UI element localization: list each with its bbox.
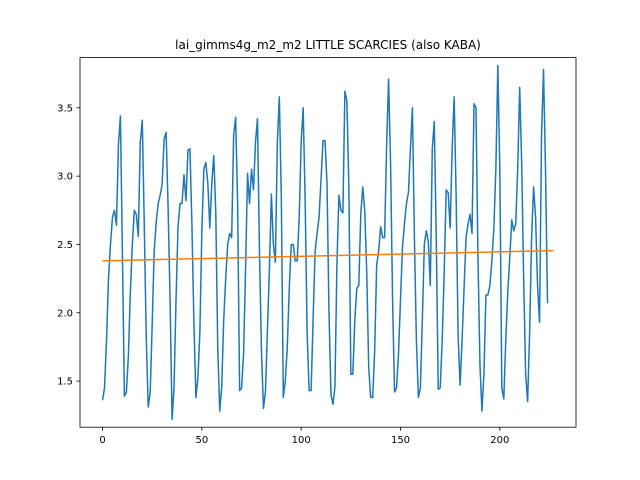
x-tick-label: 150 — [391, 435, 410, 446]
y-axis-ticks: 1.5 2.0 2.5 3.0 3.5 — [57, 103, 80, 388]
y-tick-label: 2.5 — [57, 240, 73, 251]
series-line-lai — [101, 64, 549, 421]
y-tick-label: 3.5 — [57, 103, 73, 114]
x-axis-ticks: 0 50 100 150 200 — [99, 427, 509, 446]
y-tick-label: 1.5 — [57, 377, 73, 388]
y-tick-label: 2.0 — [57, 308, 73, 319]
series-layer — [101, 64, 554, 421]
series-line-trend — [102, 249, 554, 262]
chart-title: lai_gimms4g_m2_m2 LITTLE SCARCIES (also … — [175, 38, 481, 52]
y-tick-label: 3.0 — [57, 172, 73, 183]
x-tick-label: 200 — [490, 435, 509, 446]
axes-frame — [79, 57, 577, 428]
x-tick-label: 0 — [99, 435, 105, 446]
x-tick-label: 50 — [195, 435, 208, 446]
x-tick-label: 100 — [292, 435, 311, 446]
